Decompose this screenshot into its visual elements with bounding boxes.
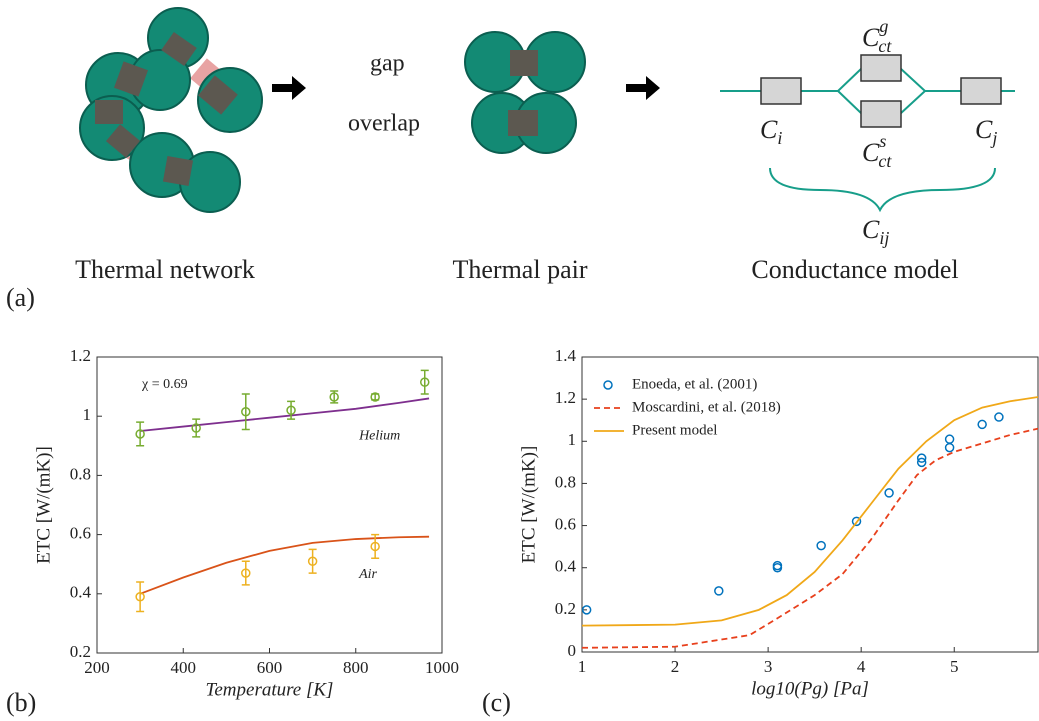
- y-tick-label: 0.2: [70, 642, 91, 661]
- legend-label: Enoeda, et al. (2001): [632, 376, 757, 392]
- error-bar: [192, 418, 201, 438]
- y-axis-label: ETC [W/(mK)]: [33, 446, 54, 564]
- plot-area: [96, 356, 443, 654]
- data-point: [851, 516, 862, 527]
- data-point: [977, 419, 987, 430]
- y-tick-label: 0.6: [70, 524, 91, 543]
- legend-label: Moscardini, et al. (2018): [632, 399, 781, 415]
- data-point: [241, 568, 251, 578]
- y-tick-label: 0: [568, 641, 577, 660]
- x-tick-label: 5: [950, 657, 959, 676]
- panel-label: (a): [6, 283, 35, 312]
- data-point: [135, 429, 145, 439]
- annotation: χ = 0.69: [141, 377, 188, 392]
- data-point: [714, 586, 724, 596]
- y-tick-label: 0.4: [555, 557, 577, 576]
- gap-label: gap: [370, 51, 405, 77]
- y-tick-label: 0.8: [555, 472, 576, 491]
- x-tick-label: 600: [257, 658, 283, 677]
- data-point: [329, 392, 339, 402]
- legend-label: Present model: [632, 422, 717, 438]
- x-tick-label: 2: [671, 657, 680, 676]
- data-point: [916, 457, 927, 468]
- y-tick-label: 1: [83, 405, 92, 424]
- panel-label: (c): [482, 688, 511, 717]
- x-axis-label: Temperature [K]: [206, 679, 334, 700]
- arrows: [272, 76, 660, 100]
- series-label: Air: [358, 567, 377, 582]
- caption: Thermal pair: [453, 255, 588, 284]
- data-point: [772, 562, 783, 573]
- error-bar: [308, 548, 317, 574]
- x-tick-label: 4: [857, 657, 866, 676]
- y-tick-label: 1.4: [555, 346, 577, 365]
- panel-label: (b): [6, 688, 36, 717]
- x-tick-label: 400: [171, 658, 197, 677]
- error-bar: [241, 393, 250, 431]
- data-point: [916, 453, 927, 463]
- y-tick-label: 0.8: [70, 464, 91, 483]
- y-tick-label: 1.2: [555, 388, 576, 407]
- conductance-boxes: [760, 54, 1002, 128]
- data-point: [944, 442, 955, 453]
- data-point: [816, 540, 826, 551]
- data-point: [307, 556, 318, 566]
- y-tick-label: 1.2: [70, 346, 91, 365]
- y-tick-label: 0.4: [70, 583, 92, 602]
- caption: Thermal network: [75, 255, 255, 284]
- error-bar: [241, 560, 250, 586]
- series-label: Helium: [358, 429, 400, 444]
- error-bar: [136, 581, 145, 613]
- y-tick-label: 0.2: [555, 599, 576, 618]
- series-line: [581, 427, 1039, 649]
- overlap-label: overlap: [348, 111, 420, 137]
- x-axis-label: log10(Pg) [Pa]: [751, 678, 869, 699]
- x-tick-label: 3: [764, 657, 773, 676]
- x-tick-label: 800: [343, 658, 369, 677]
- data-point: [241, 407, 251, 417]
- conductance-label: Cj: [975, 115, 997, 148]
- legend-marker: [603, 380, 613, 390]
- conductance-label: Cg ct: [862, 16, 892, 56]
- x-tick-label: 1000: [425, 658, 459, 677]
- data-point: [420, 377, 430, 387]
- x-tick-label: 1: [578, 657, 587, 676]
- error-bar: [420, 369, 429, 395]
- error-bar: [136, 421, 145, 447]
- y-axis-label: ETC [W/(mK)]: [518, 446, 539, 564]
- y-tick-label: 1: [568, 430, 577, 449]
- conductance-label: Cs ct: [862, 131, 892, 171]
- data-point: [286, 405, 296, 416]
- data-point: [581, 605, 592, 615]
- data-point: [944, 434, 955, 444]
- series-line: [140, 397, 430, 432]
- data-point: [884, 488, 894, 498]
- y-tick-label: 0.6: [555, 514, 576, 533]
- error-bar: [287, 400, 296, 420]
- error-bar: [371, 533, 380, 560]
- conductance-label: Cij: [862, 215, 889, 248]
- x-tick-label: 200: [84, 658, 110, 677]
- series-line: [581, 396, 1039, 627]
- data-point: [191, 423, 201, 433]
- series-line: [139, 535, 430, 595]
- plot-area: [581, 356, 1039, 653]
- data-point: [370, 541, 380, 552]
- data-point: [135, 592, 145, 602]
- data-point: [994, 412, 1004, 422]
- caption: Conductance model: [751, 255, 958, 284]
- data-point: [370, 392, 380, 402]
- thermal-network-drawing: [79, 7, 263, 213]
- conductance-label: Ci: [760, 115, 782, 148]
- thermal-pair-drawing: [464, 31, 586, 154]
